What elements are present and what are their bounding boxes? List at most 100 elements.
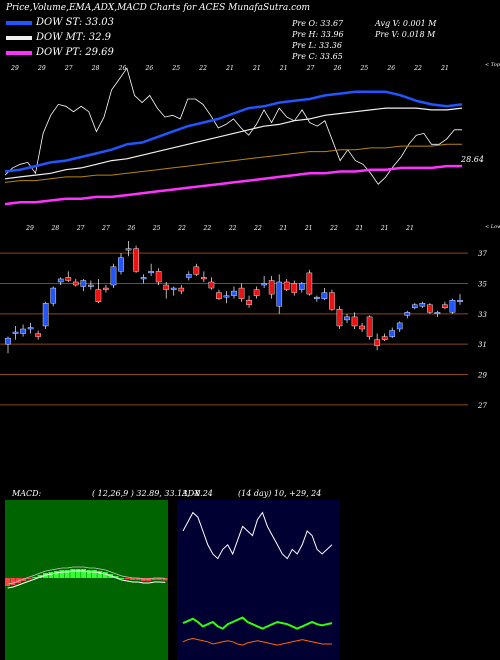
info-avg-volume: Avg V: 0.001 M	[375, 19, 437, 28]
candle-body	[434, 312, 441, 315]
candle-body	[389, 330, 396, 337]
dow-st-line	[4, 90, 463, 173]
macd-histogram-bar	[97, 571, 103, 578]
legend-mt: DOW MT: 32.9	[6, 32, 111, 43]
price-close-line	[4, 67, 462, 185]
candle-body	[133, 248, 139, 272]
candle-body	[276, 281, 283, 307]
plus-di-line	[182, 616, 333, 630]
ema-value-label: 28.64	[460, 155, 484, 164]
y-tick-label: 33	[478, 311, 487, 319]
y-tick-label: 35	[478, 281, 487, 289]
ema-date-label: 22	[413, 65, 422, 72]
candle-date-label: 21	[380, 225, 389, 232]
candle-body	[291, 283, 298, 293]
candle-body	[374, 339, 380, 346]
info-high: Pre H: 33.96	[292, 30, 344, 39]
ema-date-label: 26	[333, 65, 342, 72]
candle-date-label: 22	[329, 225, 338, 232]
legend-pt-label: DOW PT: 29.69	[36, 47, 114, 58]
macd-histogram-bar	[59, 570, 65, 578]
legend-mt-label: DOW MT: 32.9	[36, 32, 112, 43]
candle-body	[95, 289, 102, 302]
candle-date-label: 26	[127, 225, 136, 232]
candle-body	[103, 287, 109, 290]
macd-histogram-bar	[140, 578, 146, 581]
info-low: Pre L: 33.36	[292, 41, 342, 50]
macd-histogram-bar	[70, 569, 76, 578]
minus-di-line	[182, 637, 332, 646]
ema-date-label: 27	[306, 65, 315, 72]
candle-body	[88, 284, 94, 287]
ema-date-label: 27	[64, 65, 73, 72]
ema-date-label: 26	[386, 65, 395, 72]
candle-body	[321, 292, 328, 299]
macd-histogram-bar	[119, 578, 125, 579]
macd-histogram-bar	[113, 576, 119, 578]
adx-label: ADX	[182, 489, 200, 498]
macd-histogram-bar	[75, 569, 81, 578]
candle-body	[35, 333, 41, 337]
adx-panel-bg	[177, 500, 340, 660]
legend-mt-swatch	[6, 35, 32, 40]
candle-date-label: 22	[203, 225, 212, 232]
candle-date-label: 21	[405, 225, 414, 232]
ema-long-line	[4, 143, 462, 183]
candle-date-label: 22	[177, 225, 186, 232]
ema-date-label: 28	[91, 65, 100, 72]
macd-histogram-bar	[135, 578, 141, 580]
candle-body	[223, 295, 230, 298]
adx-line	[182, 511, 333, 560]
candle-body	[140, 277, 147, 280]
y-tick-label: 27	[477, 402, 487, 410]
candle-date-label: 21	[279, 225, 288, 232]
ema-date-label: 21	[225, 65, 234, 72]
macd-label: MACD:	[12, 489, 42, 498]
candle-body	[110, 266, 117, 286]
macd-histogram-bar	[5, 578, 10, 586]
ema-date-label: 21	[440, 65, 449, 72]
candle-body	[12, 331, 19, 334]
ema-scale-label: < Topa	[485, 62, 500, 68]
ema-date-label: 29	[10, 65, 19, 72]
candle-body	[359, 325, 365, 330]
candle-body	[57, 278, 64, 283]
macd-histogram-bar	[53, 571, 59, 578]
ema-date-label: 26	[145, 65, 154, 72]
macd-histogram-bar	[102, 572, 108, 578]
candle-body	[193, 266, 200, 275]
macd-histogram-bar	[157, 578, 163, 580]
macd-histogram-bar	[151, 578, 157, 580]
macd-histogram-bar	[10, 578, 16, 585]
y-tick-label: 29	[477, 372, 487, 380]
ema-date-label: 29	[37, 65, 46, 72]
candle-date-label: 21	[304, 225, 313, 232]
macd-histogram-bar	[15, 578, 21, 583]
candle-body	[329, 292, 335, 310]
macd-histogram-bar	[26, 578, 32, 579]
candle-body	[366, 316, 373, 337]
candle-body	[396, 322, 403, 330]
candle-body	[283, 281, 290, 290]
macd-histogram-bar	[81, 569, 86, 578]
macd-histogram-bar	[91, 570, 97, 578]
macd-histogram-bar	[146, 578, 152, 581]
y-tick-label: 37	[478, 250, 487, 258]
candle-body	[118, 257, 124, 272]
candle-date-label: 21	[355, 225, 364, 232]
candle-body	[185, 274, 192, 278]
info-open: Pre O: 33.67	[292, 19, 344, 28]
ema-date-label: 25	[360, 65, 369, 72]
candle-date-label: 27	[101, 225, 110, 232]
candle-body	[457, 299, 463, 302]
candle-body	[170, 287, 177, 290]
candle-date-label: 27	[76, 225, 85, 232]
ema-date-label: 26	[118, 65, 127, 72]
macd-histogram-bar	[162, 578, 168, 581]
candle-body	[178, 287, 185, 292]
ema-date-label: 22	[198, 65, 207, 72]
ema-date-label: 25	[171, 65, 180, 72]
candle-body	[314, 296, 320, 299]
candle-body	[306, 272, 313, 295]
